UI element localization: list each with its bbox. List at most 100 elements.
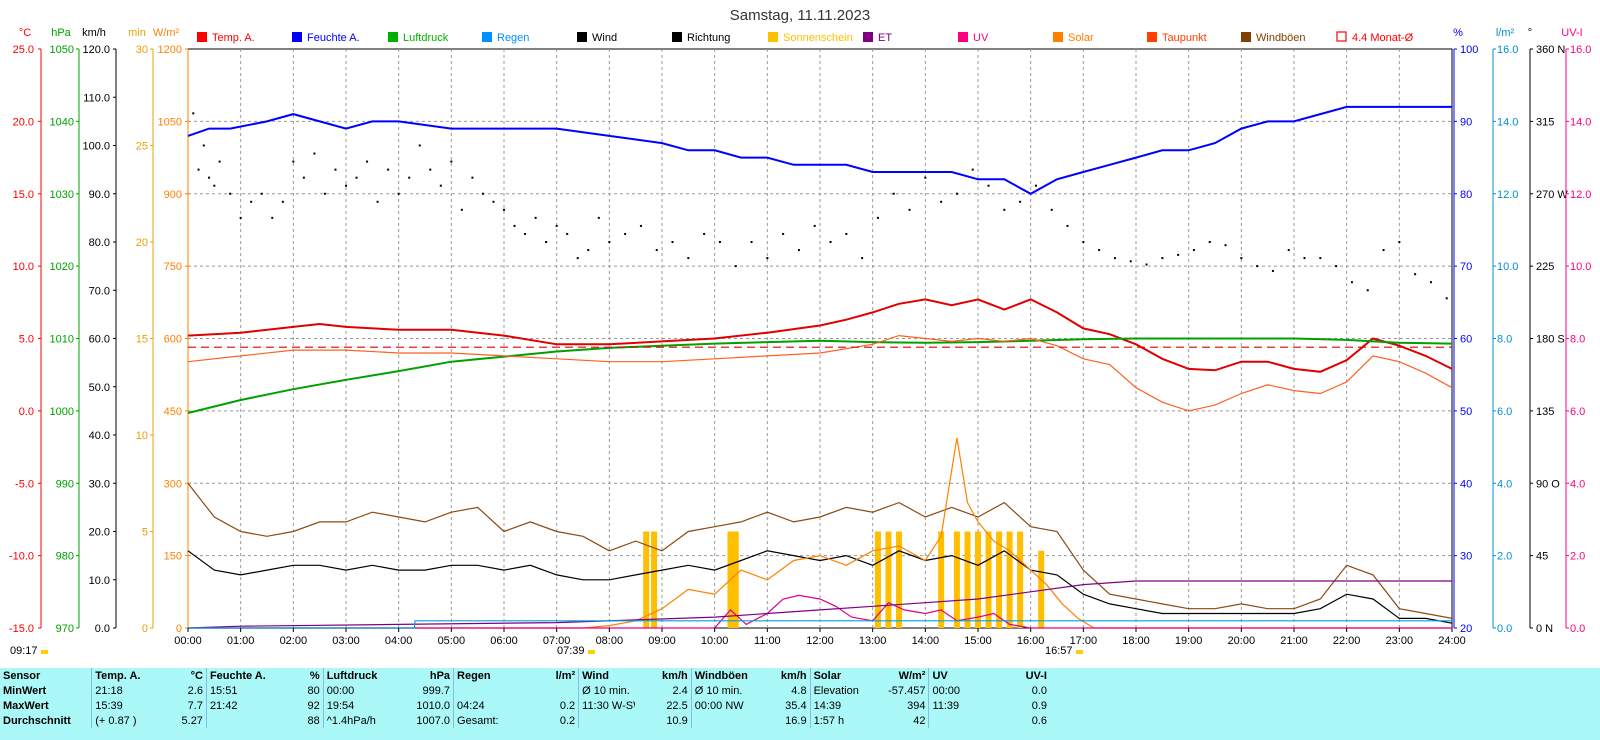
sunshine-bar — [1017, 531, 1024, 628]
direction-point — [250, 200, 253, 203]
x-tick-label: 17:00 — [1070, 635, 1098, 647]
x-tick-label: 05:00 — [438, 635, 466, 647]
left-axis-tick-label: 25 — [136, 141, 148, 153]
left-axis-tick-label: 0.0 — [95, 623, 110, 635]
summary-cell-value: 0.2 — [559, 699, 576, 712]
left-axis-unit: W/m² — [153, 27, 180, 39]
summary-cell-value: 0.9 — [1031, 699, 1047, 712]
x-tick-label: 18:00 — [1122, 635, 1150, 647]
x-tick-label: 13:00 — [859, 635, 887, 647]
right-axis-tick-label: 45 — [1536, 551, 1548, 563]
x-tick-label: 03:00 — [332, 635, 360, 647]
sunshine-bar — [938, 531, 945, 628]
right-axis-unit: % — [1453, 27, 1463, 39]
summary-cell-time: Elevation — [809, 683, 875, 698]
series-line — [187, 337, 1453, 414]
direction-point — [1003, 208, 1006, 211]
direction-point — [1366, 289, 1369, 292]
direction-point — [1224, 244, 1227, 247]
sunrise-marker — [588, 650, 595, 654]
x-tick-label: 12:00 — [806, 635, 834, 647]
left-axis-tick-label: 0 — [142, 623, 148, 635]
direction-point — [892, 192, 895, 195]
sunshine-bar — [964, 531, 971, 628]
direction-point — [418, 144, 421, 147]
right-axis-tick-label: 30 — [1460, 551, 1472, 563]
left-axis-tick-label: 1200 — [158, 44, 182, 56]
direction-point — [292, 160, 295, 163]
summary-cell-value: 22.5 — [666, 699, 688, 712]
right-axis-tick-label: 12.0 — [1497, 189, 1518, 201]
left-axis-tick-label: 10.0 — [13, 261, 34, 273]
x-tick-label: 07:00 — [543, 635, 571, 647]
direction-point — [813, 224, 816, 227]
direction-point — [1192, 249, 1195, 252]
legend-label: Taupunkt — [1162, 32, 1207, 44]
legend-label: Feuchte A. — [307, 32, 360, 44]
axes: °C 25.0 20.0 15.0 10.0 5.0 0.0 -5.0 -10.0 -15.0 hP… — [9, 27, 1592, 635]
summary-header: Feuchte A. — [205, 668, 269, 683]
legend-swatch — [1336, 31, 1347, 42]
x-axis-labels: 00:00 01:00 02:00 03:00 04:00 05:00 06:00 07:00… — [174, 628, 1466, 647]
summary-cell-value: 88 — [307, 714, 320, 727]
right-axis-tick-label: 0.0 — [1570, 623, 1585, 635]
summary-cell-time: 15:39 — [91, 698, 153, 713]
legend-swatch — [672, 32, 682, 42]
legend-label: Windböen — [1256, 32, 1306, 44]
legend-swatch — [197, 32, 207, 42]
direction-point — [655, 249, 658, 252]
sunshine-bar — [874, 531, 881, 628]
legend-swatch — [292, 32, 302, 42]
summary-cell-time: (+ 0.87 ) — [91, 713, 153, 728]
left-axis-tick-label: 25.0 — [13, 44, 34, 56]
direction-point — [408, 176, 411, 179]
right-axis-tick-label: 50 — [1460, 406, 1472, 418]
direction-point — [1161, 257, 1164, 260]
direction-point — [229, 192, 232, 195]
left-axis-tick-label: 20 — [136, 237, 148, 249]
legend-swatch — [1147, 32, 1157, 42]
summary-cell-value: 0.2 — [559, 714, 576, 727]
left-axis-tick-label: -10.0 — [9, 551, 34, 563]
left-axis-tick-label: 15.0 — [13, 189, 34, 201]
direction-point — [1287, 249, 1290, 252]
right-axis-tick-label: 4.0 — [1570, 478, 1585, 490]
sunrise-label: 07:39 — [557, 645, 585, 657]
direction-point — [566, 232, 569, 235]
sunshine-bar — [996, 531, 1003, 628]
left-axis-tick-label: 30 — [136, 44, 148, 56]
direction-point — [1350, 281, 1353, 284]
direction-point — [387, 168, 390, 171]
direction-point — [687, 257, 690, 260]
x-tick-label: 15:00 — [964, 635, 992, 647]
left-axis-tick-label: 10 — [136, 430, 148, 442]
sunshine-bar — [985, 531, 992, 628]
x-tick-label: 06:00 — [490, 635, 518, 647]
summary-header-unit: °C — [190, 669, 203, 682]
right-axis-tick-label: 70 — [1460, 261, 1472, 273]
direction-point — [829, 241, 832, 243]
summary-header-unit: l/m² — [555, 669, 576, 682]
x-tick-label: 16:00 — [1017, 635, 1045, 647]
direction-point — [197, 168, 200, 171]
summary-cell-value: 2.6 — [187, 684, 203, 697]
right-axis-tick-label: 2.0 — [1570, 551, 1585, 563]
right-axis-tick-label: 270 W — [1536, 189, 1568, 201]
legend-swatch — [1241, 32, 1251, 42]
left-axis-tick-label: 900 — [164, 189, 182, 201]
summary-cell-value: 394 — [907, 699, 926, 712]
right-axis-tick-label: 315 — [1536, 116, 1554, 128]
direction-point — [302, 176, 305, 179]
direction-point — [750, 241, 753, 243]
summary-cell-value: 0.0 — [1031, 684, 1047, 697]
left-axis-tick-label: 70.0 — [89, 285, 110, 297]
summary-cell-time: 04:24 — [453, 698, 521, 713]
summary-cell-value: 10.9 — [666, 714, 688, 727]
x-tick-label: 24:00 — [1438, 635, 1466, 647]
direction-point — [955, 192, 958, 195]
legend-swatch — [1053, 32, 1063, 42]
direction-point — [460, 208, 463, 211]
direction-point — [534, 216, 537, 219]
direction-point — [524, 232, 527, 235]
legend-swatch — [958, 32, 968, 42]
